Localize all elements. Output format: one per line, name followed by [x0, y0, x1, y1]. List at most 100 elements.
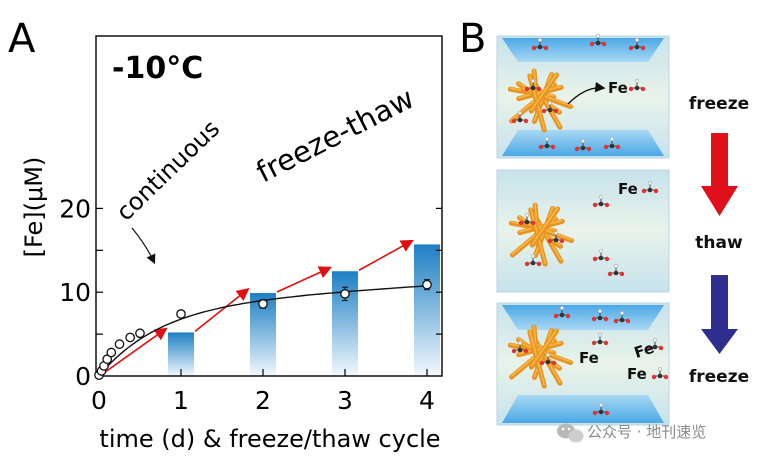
rod-highlight — [518, 219, 564, 233]
hydrogen-atom — [553, 230, 559, 236]
ligand-10 — [592, 194, 610, 208]
carbon-atom — [613, 270, 619, 276]
freeze-thaw-label: freeze-thaw — [251, 81, 420, 189]
hydrogen-atom — [517, 110, 523, 116]
hydrogen-atom — [537, 37, 543, 43]
ligand-2 — [628, 37, 646, 51]
oxygen-atom — [641, 188, 647, 194]
x-tick-label-2: 2 — [255, 386, 271, 415]
oxygen-atom — [553, 313, 559, 319]
ligand-25 — [539, 352, 557, 366]
y-tick-label-0: 0 — [75, 362, 91, 391]
oxygen-atom — [524, 261, 530, 267]
oxygen-atom — [531, 45, 537, 51]
carbon-atom — [545, 359, 551, 365]
oxygen-atom — [592, 410, 598, 416]
hydrogen-atom — [619, 310, 625, 316]
carbon-atom — [657, 373, 663, 379]
carbon-atom — [598, 409, 604, 415]
oxygen-atom — [524, 86, 530, 92]
ligand-3 — [538, 136, 556, 150]
freeze-thaw-arrow-4 — [358, 239, 414, 271]
oxygen-atom — [640, 45, 646, 51]
ligand-19 — [613, 310, 631, 324]
bar-cycle-4 — [414, 244, 440, 376]
ligand-molecules — [511, 33, 669, 416]
ligand-14 — [524, 253, 542, 267]
hydrogen-atom — [597, 332, 603, 338]
oxygen-atom — [628, 45, 634, 51]
ligand-1 — [589, 33, 607, 47]
oxygen-atom — [603, 316, 609, 322]
oxygen-atom — [523, 348, 529, 354]
carbon-atom — [524, 219, 530, 225]
fe-label-2: Fe — [618, 180, 638, 198]
oxygen-atom — [511, 348, 517, 354]
rod-cluster-3 — [507, 324, 573, 389]
hydrogen-atom — [580, 138, 586, 144]
freeze-thaw-arrow-2 — [194, 288, 250, 333]
oxygen-atom — [518, 220, 524, 226]
data-point-10 — [340, 289, 350, 299]
freeze-thaw-arrow-3 — [276, 266, 332, 293]
carbon-atom — [537, 44, 543, 50]
carbon-atom — [652, 344, 658, 350]
oxygen-atom — [592, 202, 598, 208]
ligand-0 — [531, 37, 549, 51]
hydrogen-atom — [598, 248, 604, 254]
tick-labels: 0 1 2 3 4 0 10 20 — [59, 194, 435, 415]
x-tick-label-1: 1 — [173, 386, 189, 415]
rod-highlight — [530, 73, 558, 111]
oxygen-atom — [530, 220, 536, 226]
hydrogen-atom — [598, 194, 604, 200]
hydrogen-atom — [647, 180, 653, 186]
oxygen-atom — [553, 108, 559, 114]
rod-highlight — [530, 329, 558, 367]
oxygen-atom — [538, 144, 544, 150]
chart-area: 0 1 2 3 4 0 10 20 — [59, 35, 443, 415]
hydrogen-atom — [595, 33, 601, 39]
ligand-24 — [511, 340, 529, 354]
oxygen-atom — [615, 144, 621, 150]
carbon-atom — [559, 312, 565, 318]
data-point-5 — [114, 339, 125, 350]
panel-a-letter: A — [8, 16, 36, 62]
oxygen-atom — [541, 108, 547, 114]
ligand-16 — [518, 212, 536, 226]
rod-highlight — [517, 85, 563, 99]
oxygen-atom — [607, 271, 613, 277]
x-tick-label-4: 4 — [419, 386, 435, 415]
ligand-11 — [641, 180, 659, 194]
oxygen-atom — [640, 86, 646, 92]
hydrogen-atom — [524, 212, 530, 218]
wechat-icon — [557, 423, 584, 443]
oxygen-atom — [651, 374, 657, 380]
ligand-13 — [607, 263, 625, 277]
ligand-5 — [603, 136, 621, 150]
oxygen-atom — [551, 360, 557, 366]
oxygen-atom — [589, 41, 595, 47]
carbon-atom — [517, 347, 523, 353]
watermark: 公众号 · 地刊速览 — [557, 423, 706, 443]
data-point-8 — [176, 309, 186, 319]
hydrogen-atom — [598, 402, 604, 408]
rod-cluster-1 — [507, 68, 573, 133]
oxygen-atom — [658, 345, 664, 351]
carbon-atom — [619, 317, 625, 323]
x-tick-label-0: 0 — [91, 386, 107, 415]
freeze-thaw-arrow-1 — [100, 327, 168, 376]
panel-b-letter: B — [459, 16, 486, 62]
ligand-9 — [628, 78, 646, 92]
oxygen-atom — [619, 271, 625, 277]
carbon-atom — [544, 143, 550, 149]
hydrogen-atom — [657, 366, 663, 372]
release-arrow — [567, 81, 606, 105]
oxygen-atom — [613, 318, 619, 324]
ligand-8 — [511, 110, 529, 124]
oxygen-atom — [547, 238, 553, 244]
temperature-label: -10°C — [112, 51, 203, 86]
hydrogen-atom — [634, 78, 640, 84]
ligand-23 — [591, 332, 609, 346]
step-label-freeze-2: freeze — [689, 367, 749, 387]
